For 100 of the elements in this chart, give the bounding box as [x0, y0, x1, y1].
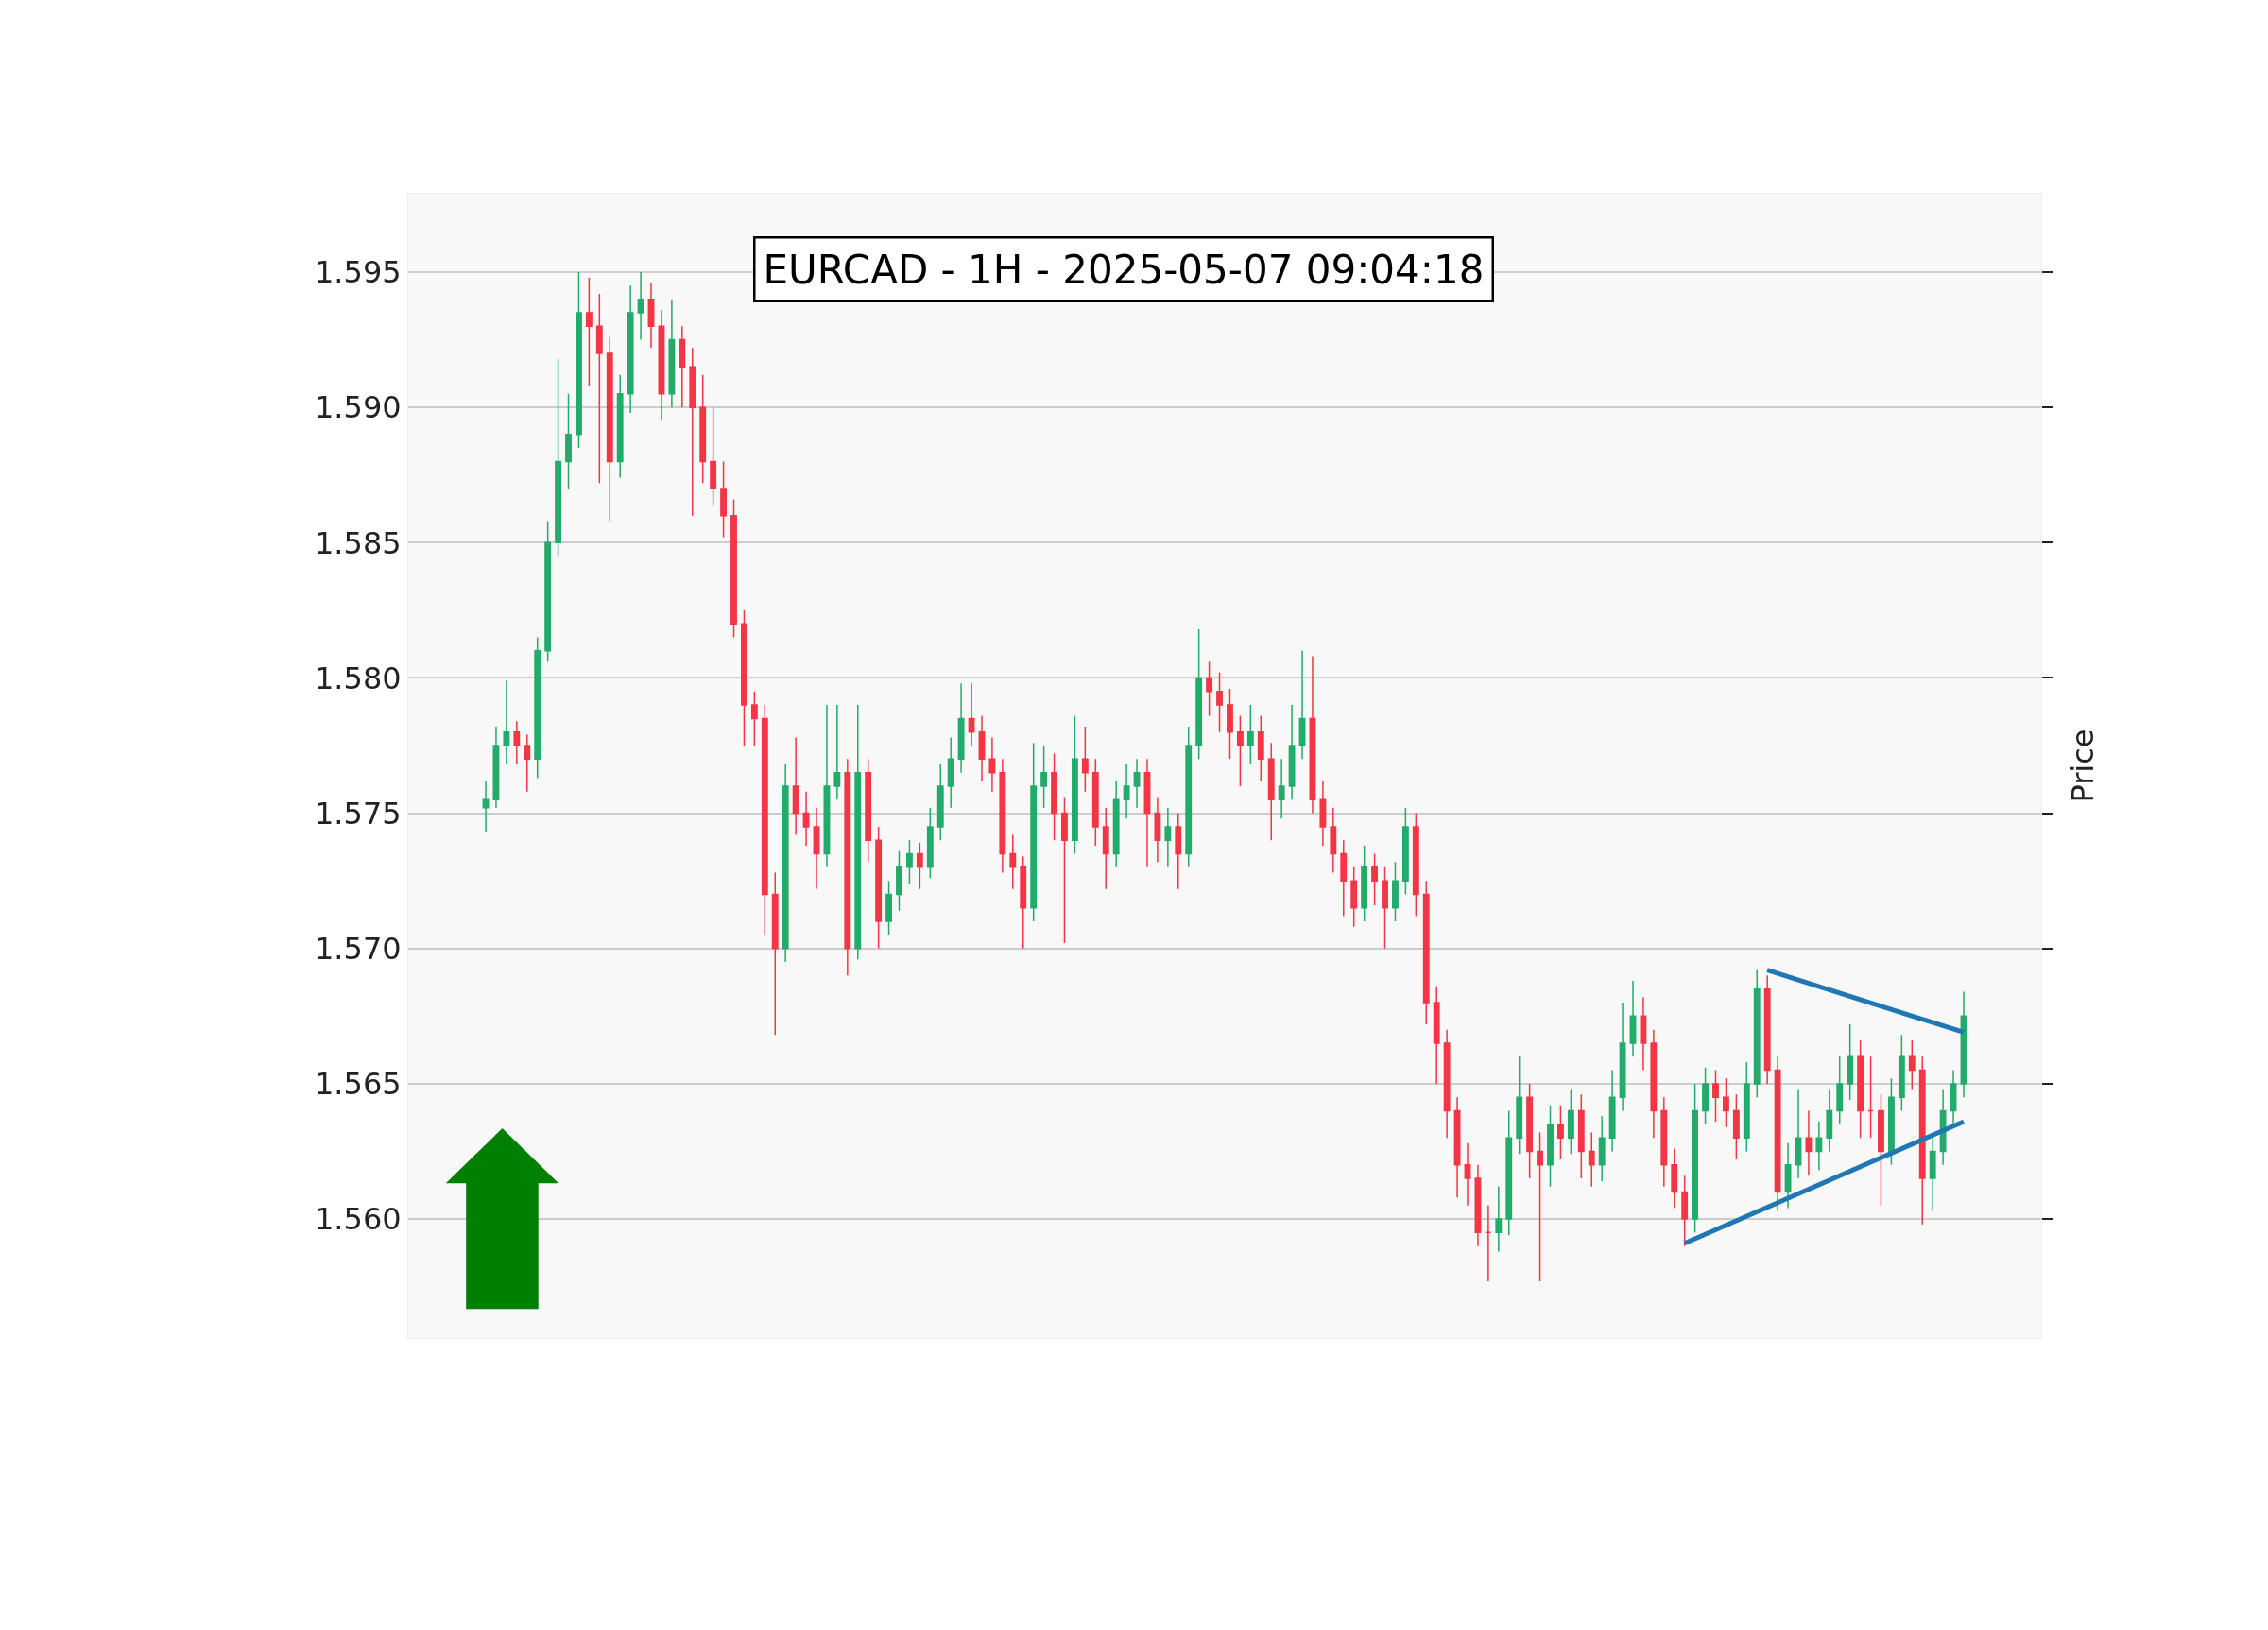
candlestick — [1236, 714, 1244, 787]
candlestick — [513, 720, 521, 765]
candlestick — [813, 807, 820, 890]
candlestick — [1061, 796, 1068, 944]
candlestick — [1929, 1137, 1936, 1212]
candlestick — [1123, 764, 1130, 820]
candlestick — [926, 807, 934, 880]
candlestick — [1371, 852, 1379, 906]
candlestick — [1453, 1096, 1461, 1198]
candlestick — [503, 679, 510, 765]
candlestick — [1671, 1147, 1678, 1210]
candlestick — [1732, 1093, 1740, 1160]
candlestick — [741, 609, 747, 746]
candlestick — [1143, 758, 1151, 868]
candlestick — [896, 849, 902, 912]
candlestick — [1547, 1105, 1554, 1188]
candlestick — [1309, 655, 1316, 815]
candlestick — [771, 871, 779, 1037]
candlestick — [1660, 1096, 1668, 1188]
candlestick — [750, 691, 758, 746]
candlestick — [1516, 1055, 1523, 1156]
candlestick — [1723, 1077, 1729, 1128]
candlestick — [1588, 1131, 1595, 1188]
y-tick-label: 1.595 — [314, 254, 402, 291]
candlestick — [1298, 650, 1306, 761]
y-tick-label: 1.590 — [314, 389, 402, 426]
candlestick — [1505, 1109, 1513, 1236]
candlestick — [1257, 714, 1264, 781]
candlestick — [524, 733, 531, 793]
candlestick — [606, 335, 613, 523]
candlestick — [710, 406, 717, 506]
candlestick — [1898, 1034, 1905, 1112]
candlestick — [1619, 1002, 1626, 1112]
candlestick — [1071, 714, 1078, 855]
candlestick — [1382, 866, 1388, 950]
candlestick — [1474, 1164, 1482, 1247]
candlestick — [1526, 1083, 1534, 1179]
y-tick-label: 1.565 — [314, 1066, 402, 1103]
candlestick — [1826, 1088, 1833, 1153]
candlestick — [668, 298, 676, 408]
candlestick — [534, 636, 541, 780]
candlestick — [544, 520, 552, 663]
candlestick — [854, 704, 862, 960]
candlestick — [1557, 1105, 1564, 1160]
candlestick — [555, 357, 562, 558]
candlestick — [1175, 812, 1182, 890]
candlestick — [1164, 807, 1172, 868]
candlestick — [1102, 807, 1109, 890]
candlestick — [637, 271, 644, 341]
candlestick — [978, 714, 986, 781]
candlestick — [1319, 780, 1327, 847]
candlestick — [1267, 742, 1275, 841]
candlestick — [1857, 1039, 1864, 1139]
candlestick — [1443, 1028, 1451, 1139]
candlestick — [1763, 974, 1771, 1085]
y-tick-label: 1.585 — [314, 524, 402, 561]
candlestick — [1133, 758, 1141, 809]
candlestick — [1350, 866, 1358, 928]
candlestick — [885, 880, 892, 936]
candlestick — [988, 736, 996, 793]
candlestick — [1681, 1175, 1689, 1247]
candlestick — [1878, 1093, 1884, 1207]
candlestick — [1753, 969, 1761, 1098]
candlestick — [1246, 704, 1254, 765]
candlestick — [957, 682, 965, 774]
candlestick — [1091, 758, 1099, 847]
candlestick — [1640, 996, 1647, 1072]
candlestick — [585, 277, 593, 387]
candlestick — [947, 736, 954, 809]
candlestick — [1537, 1131, 1543, 1282]
candlestick — [1908, 1039, 1916, 1090]
candlestick — [1422, 880, 1430, 1025]
candlestick — [1195, 628, 1203, 761]
candlestick — [720, 460, 727, 539]
candlestick — [1805, 1109, 1813, 1176]
candlestick — [823, 704, 831, 868]
candlestick — [699, 374, 707, 485]
candlestick — [1577, 1093, 1585, 1179]
candlestick — [595, 293, 603, 485]
candlestick — [1950, 1069, 1957, 1125]
candlestick — [658, 309, 665, 422]
candlestick — [1051, 752, 1057, 841]
candlestick — [492, 726, 500, 809]
candlestick — [1815, 1121, 1823, 1172]
candlestick — [1330, 807, 1337, 874]
candlestick — [1774, 1055, 1781, 1212]
candlestick — [865, 758, 872, 863]
candlestick — [782, 764, 789, 963]
candlestick — [936, 764, 944, 841]
candlestick — [1784, 1142, 1792, 1210]
candlestick — [875, 826, 883, 950]
candlestick — [616, 374, 624, 479]
candlestick — [1392, 861, 1399, 922]
candlestick — [1361, 845, 1368, 922]
candlestick — [916, 842, 923, 890]
candlestick — [1288, 704, 1296, 801]
y-tick-label: 1.570 — [314, 930, 402, 967]
candlestick — [1185, 726, 1193, 868]
candlestick — [627, 284, 634, 414]
candlestick — [1847, 1023, 1854, 1101]
